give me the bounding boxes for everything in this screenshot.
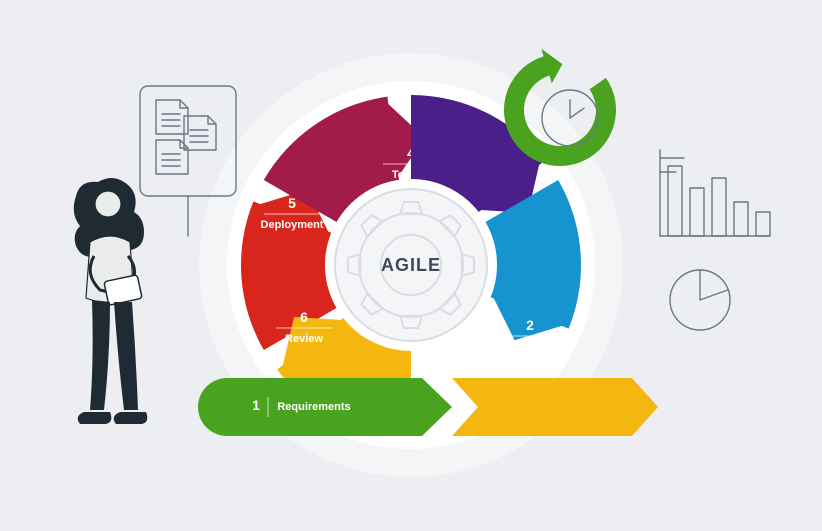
segment-name: Design [512, 341, 549, 353]
entry-name: Requirements [277, 401, 350, 413]
entry-number: 1 [252, 397, 260, 413]
segment-name: Deployment [261, 219, 324, 231]
segment-number: 2 [526, 317, 534, 333]
center-label: AGILE [381, 255, 441, 275]
segment-number: 6 [300, 309, 308, 325]
segment-name: Review [285, 333, 323, 345]
entry-arrow-tail [452, 378, 658, 436]
